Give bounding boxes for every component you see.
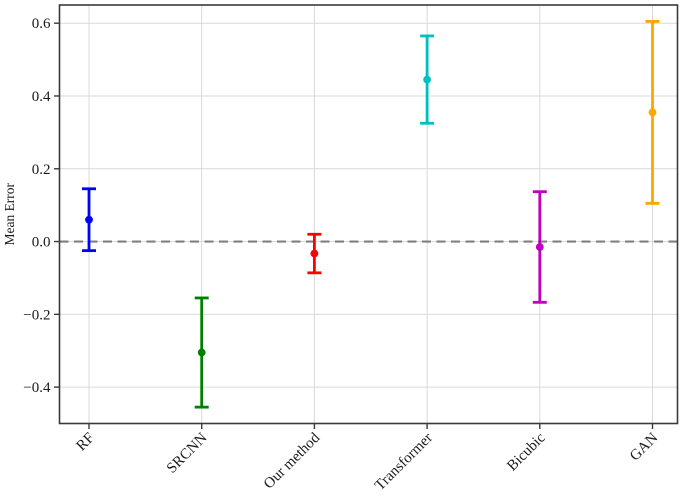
plot-border [58,4,679,425]
x-tick-label-rf: RF [74,430,98,454]
y-tick-label: 0.0 [32,235,51,251]
data-point-rf [85,215,93,224]
y-tick-label: −0.2 [23,307,50,323]
x-tick-label-gan: GAN [627,430,661,464]
data-point-transformer [423,75,431,84]
y-tick-label: −0.4 [23,380,51,396]
data-point-bicubic [535,243,544,251]
data-point-gan [648,108,657,117]
y-tick-label: 0.4 [32,89,51,105]
y-tick-label: 0.2 [32,162,51,178]
x-tick-label-our-method: Our method [261,430,324,493]
data-point-srcnn [197,348,206,357]
y-tick-label: 0.6 [32,16,51,32]
x-tick-label-srcnn: SRCNN [164,430,211,477]
y-axis-label: Mean Error [2,182,17,245]
x-tick-label-transformer: Transformer [372,430,436,494]
x-tick-label-bicubic: Bicubic [504,430,549,475]
data-point-our-method [310,249,319,258]
